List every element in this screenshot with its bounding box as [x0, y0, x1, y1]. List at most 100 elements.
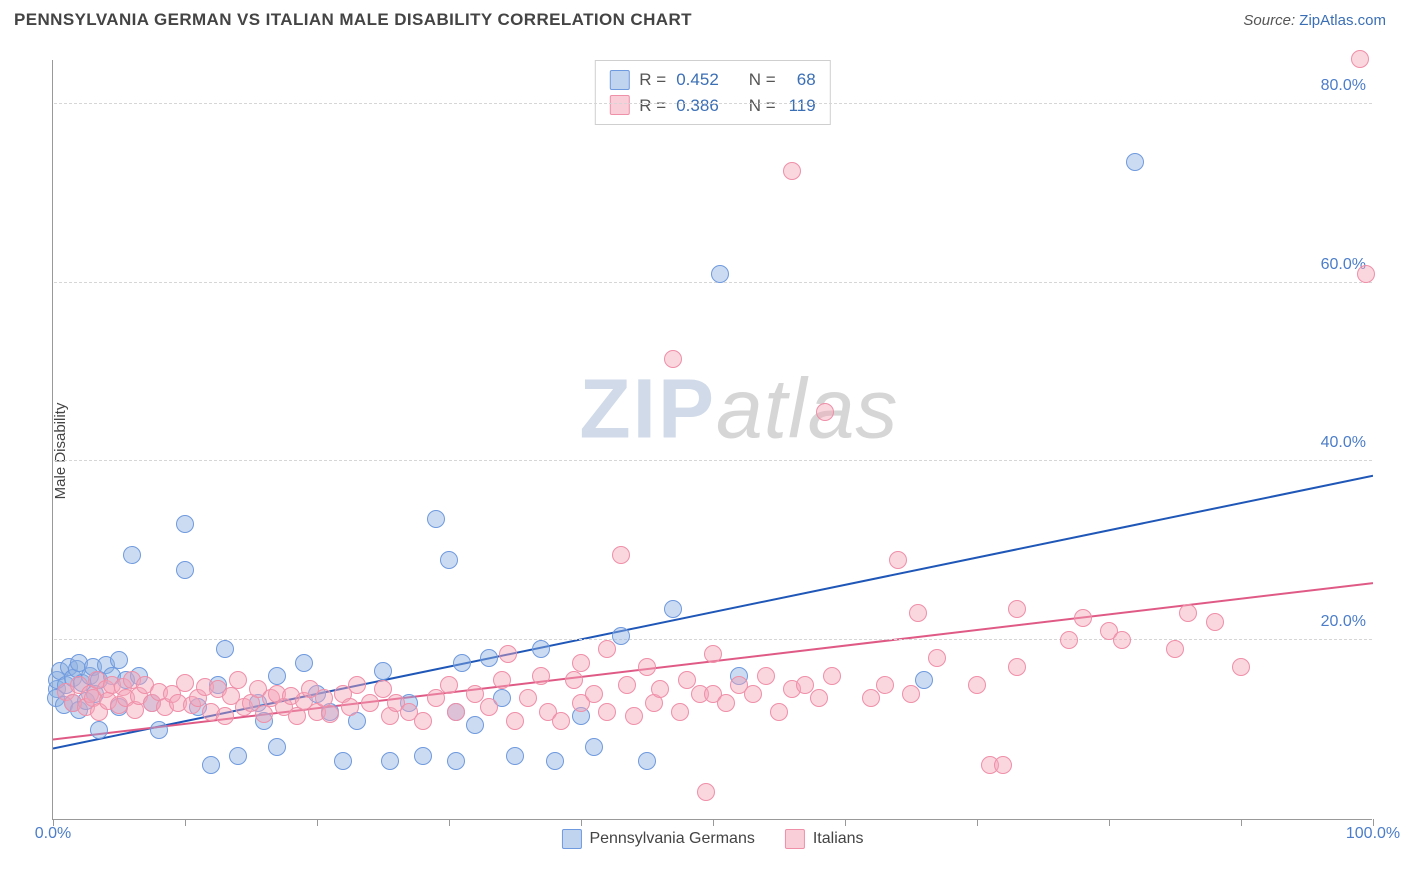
- data-point-it: [823, 667, 841, 685]
- gridline: [54, 460, 1372, 461]
- data-point-it: [664, 350, 682, 368]
- data-point-it: [519, 689, 537, 707]
- data-point-it: [572, 654, 590, 672]
- data-point-pg: [334, 752, 352, 770]
- legend: Pennsylvania Germans Italians: [561, 829, 863, 849]
- data-point-pg: [440, 551, 458, 569]
- data-point-it: [638, 658, 656, 676]
- data-point-it: [341, 698, 359, 716]
- data-point-it: [862, 689, 880, 707]
- data-point-it: [565, 671, 583, 689]
- gridline: [54, 103, 1372, 104]
- data-point-it: [216, 707, 234, 725]
- x-tick: [317, 819, 318, 826]
- data-point-it: [994, 756, 1012, 774]
- data-point-it: [1357, 265, 1375, 283]
- data-point-it: [770, 703, 788, 721]
- data-point-it: [816, 403, 834, 421]
- data-point-it: [361, 694, 379, 712]
- x-tick: [1241, 819, 1242, 826]
- x-tick: [845, 819, 846, 826]
- data-point-it: [506, 712, 524, 730]
- source-link[interactable]: ZipAtlas.com: [1299, 12, 1386, 29]
- data-point-it: [612, 546, 630, 564]
- scatter-plot: ZIPatlas R =0.452N =68R =0.386N =119 Pen…: [52, 60, 1372, 820]
- data-point-pg: [585, 738, 603, 756]
- data-point-it: [598, 640, 616, 658]
- legend-swatch: [785, 829, 805, 849]
- source-label: Source:: [1243, 12, 1295, 29]
- x-tick: [977, 819, 978, 826]
- data-point-pg: [216, 640, 234, 658]
- gridline: [54, 282, 1372, 283]
- data-point-it: [1179, 604, 1197, 622]
- data-point-it: [552, 712, 570, 730]
- legend-item: Italians: [785, 829, 864, 849]
- data-point-pg: [546, 752, 564, 770]
- data-point-it: [1113, 631, 1131, 649]
- data-point-pg: [466, 716, 484, 734]
- data-point-pg: [414, 747, 432, 765]
- data-point-pg: [176, 561, 194, 579]
- data-point-it: [1060, 631, 1078, 649]
- data-point-it: [480, 698, 498, 716]
- data-point-it: [321, 705, 339, 723]
- data-point-pg: [374, 662, 392, 680]
- data-point-it: [1008, 658, 1026, 676]
- data-point-it: [876, 676, 894, 694]
- data-point-pg: [381, 752, 399, 770]
- data-point-it: [427, 689, 445, 707]
- x-tick: [1109, 819, 1110, 826]
- data-point-pg: [453, 654, 471, 672]
- data-point-pg: [1126, 153, 1144, 171]
- data-point-pg: [176, 515, 194, 533]
- data-point-it: [810, 689, 828, 707]
- data-point-it: [697, 783, 715, 801]
- data-point-it: [499, 645, 517, 663]
- x-tick: [713, 819, 714, 826]
- data-point-it: [968, 676, 986, 694]
- data-point-it: [1351, 50, 1369, 68]
- data-point-it: [671, 703, 689, 721]
- data-point-it: [757, 667, 775, 685]
- data-point-pg: [268, 738, 286, 756]
- x-tick: [581, 819, 582, 826]
- data-point-it: [176, 674, 194, 692]
- data-point-it: [493, 671, 511, 689]
- data-point-it: [1232, 658, 1250, 676]
- data-point-it: [414, 712, 432, 730]
- data-point-pg: [268, 667, 286, 685]
- data-point-pg: [532, 640, 550, 658]
- data-point-it: [447, 703, 465, 721]
- data-point-pg: [427, 510, 445, 528]
- data-point-pg: [612, 627, 630, 645]
- data-point-it: [902, 685, 920, 703]
- data-point-pg: [664, 600, 682, 618]
- data-point-it: [348, 676, 366, 694]
- data-point-it: [229, 671, 247, 689]
- legend-label: Pennsylvania Germans: [589, 830, 754, 848]
- data-point-it: [783, 162, 801, 180]
- data-point-it: [889, 551, 907, 569]
- data-point-pg: [915, 671, 933, 689]
- x-tick: [185, 819, 186, 826]
- x-tick-label: 100.0%: [1346, 825, 1400, 843]
- data-point-it: [744, 685, 762, 703]
- y-tick-label: 40.0%: [1321, 434, 1366, 452]
- data-point-pg: [90, 721, 108, 739]
- data-point-it: [909, 604, 927, 622]
- data-point-it: [651, 680, 669, 698]
- data-point-pg: [711, 265, 729, 283]
- legend-item: Pennsylvania Germans: [561, 829, 754, 849]
- data-point-it: [440, 676, 458, 694]
- data-point-it: [704, 645, 722, 663]
- data-point-it: [1206, 613, 1224, 631]
- data-point-pg: [480, 649, 498, 667]
- data-point-it: [928, 649, 946, 667]
- data-point-pg: [229, 747, 247, 765]
- data-point-it: [717, 694, 735, 712]
- data-point-pg: [150, 721, 168, 739]
- y-tick-label: 20.0%: [1321, 613, 1366, 631]
- data-point-it: [598, 703, 616, 721]
- data-point-it: [585, 685, 603, 703]
